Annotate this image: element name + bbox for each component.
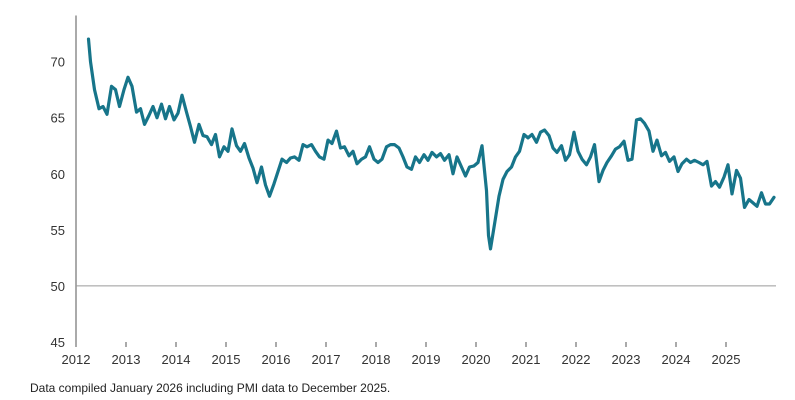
y-tick-label: 65	[51, 111, 65, 126]
x-tick-label: 2025	[712, 352, 741, 367]
x-tick-label: 2017	[312, 352, 341, 367]
y-tick-label: 55	[51, 223, 65, 238]
x-tick-label: 2024	[662, 352, 691, 367]
x-tick-label: 2014	[162, 352, 191, 367]
x-tick-label: 2012	[62, 352, 91, 367]
series-group	[86, 37, 776, 251]
x-tick-label: 2021	[512, 352, 541, 367]
x-tick-label: 2013	[112, 352, 141, 367]
y-tick-label: 45	[51, 335, 65, 350]
x-tick-label: 2020	[462, 352, 491, 367]
chart-footnote: Data compiled January 2026 including PMI…	[30, 381, 391, 395]
x-tick-label: 2019	[412, 352, 441, 367]
y-tick-label: 60	[51, 167, 65, 182]
x-tick-label: 2015	[212, 352, 241, 367]
y-tick-label: 50	[51, 279, 65, 294]
series-line-0	[86, 37, 776, 251]
y-axis: 45 50 55 60 65 70	[51, 15, 77, 350]
x-tick-label: 2018	[362, 352, 391, 367]
x-axis: 2012 2013 2014 2015 2016 2017 2018 2019 2020 2021…	[62, 342, 741, 367]
x-tick-label: 2022	[562, 352, 591, 367]
x-tick-label: 2023	[612, 352, 641, 367]
x-tick-label: 2016	[262, 352, 291, 367]
y-tick-label: 70	[51, 55, 65, 70]
